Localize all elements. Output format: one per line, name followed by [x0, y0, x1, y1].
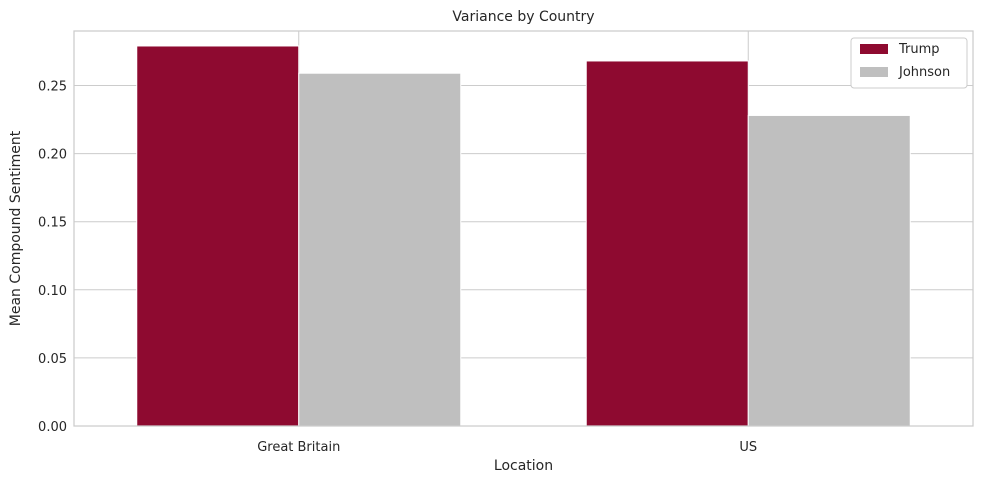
legend-label-trump: Trump	[898, 42, 940, 57]
legend: Trump Johnson	[850, 37, 968, 89]
x-tick-labels: Great Britain US	[257, 440, 757, 455]
y-axis-label: Mean Compound Sentiment	[8, 130, 24, 326]
plot-frame	[73, 30, 974, 427]
y-tick-label: 0.00	[38, 420, 67, 435]
legend-label-johnson: Johnson	[898, 65, 950, 80]
y-tick-labels: 0.00 0.05 0.10 0.15 0.20 0.25	[38, 79, 67, 435]
y-tick-label: 0.15	[38, 216, 67, 231]
bar-trump-great-britain	[136, 45, 300, 427]
x-tick-label: Great Britain	[257, 440, 340, 455]
bars	[136, 45, 911, 427]
x-tick-label: US	[739, 440, 757, 455]
legend-swatch-trump	[860, 44, 888, 54]
y-tick-label: 0.25	[38, 79, 67, 94]
y-tick-label: 0.20	[38, 148, 67, 163]
y-tick-label: 0.10	[38, 284, 67, 299]
bar-johnson-great-britain	[298, 72, 462, 427]
legend-swatch-johnson	[860, 67, 888, 77]
chart-title: Variance by Country	[452, 9, 594, 25]
x-axis-label: Location	[494, 458, 553, 474]
bar-johnson-us	[747, 114, 911, 427]
y-tick-label: 0.05	[38, 352, 67, 367]
bar-trump-us	[585, 60, 749, 427]
